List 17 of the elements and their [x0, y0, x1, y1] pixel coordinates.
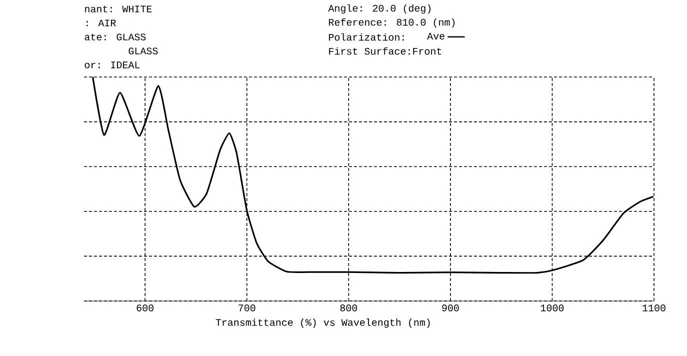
text: Reference: 810.0 (nm)	[328, 18, 455, 28]
x-tick-label: 900	[442, 304, 459, 312]
text: nant: WHITE	[85, 6, 152, 12]
x-tick-label: 700	[238, 304, 256, 312]
text: Angle: 20.0 (deg)	[328, 4, 431, 14]
legend-title: Polarization:	[328, 33, 404, 41]
text: or: IDEAL	[84, 62, 140, 68]
x-tick-label: 1100	[642, 304, 666, 312]
x-tick-label: 600	[136, 304, 154, 312]
legend-label: Ave	[427, 32, 444, 40]
text: ate: GLASS	[84, 34, 146, 40]
x-axis-title: Transmittance (%) vs Wavelength (nm)	[216, 318, 430, 328]
text: GLASS	[128, 48, 158, 54]
x-tick-label: 1000	[540, 304, 564, 312]
x-tick-label: 800	[340, 304, 358, 312]
text: First Surface:Front	[329, 47, 442, 55]
text: : AIR	[86, 20, 116, 26]
